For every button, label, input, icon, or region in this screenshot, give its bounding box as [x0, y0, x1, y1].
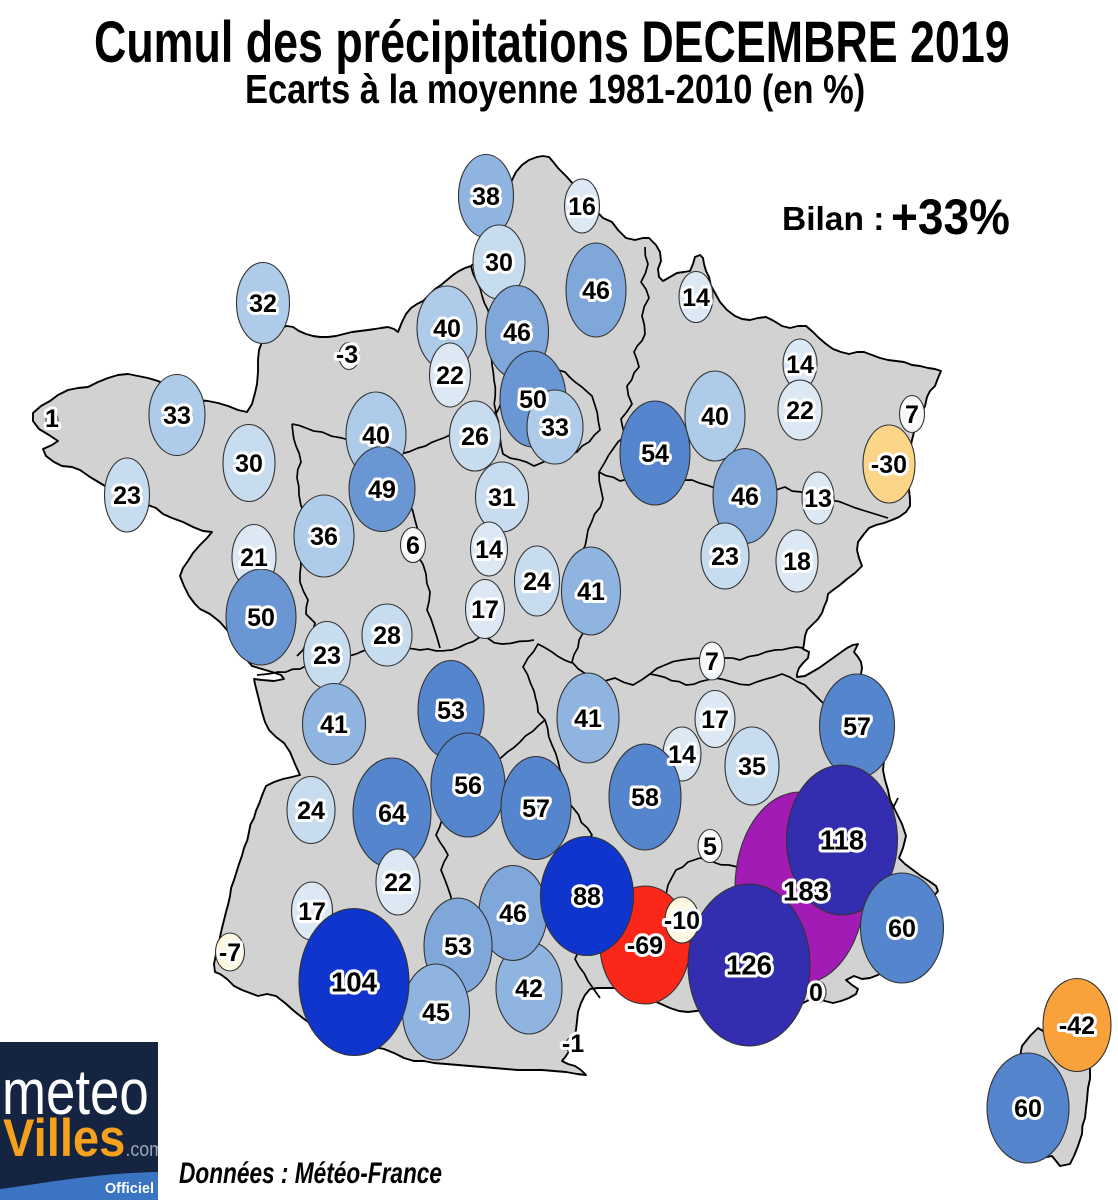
svg-text:88: 88: [573, 883, 601, 911]
svg-text:7: 7: [905, 401, 919, 429]
svg-text:-30: -30: [871, 451, 907, 479]
svg-text:53: 53: [437, 697, 465, 725]
svg-text:60: 60: [888, 915, 916, 943]
svg-text:40: 40: [433, 315, 461, 343]
svg-text:17: 17: [298, 898, 326, 926]
svg-text:28: 28: [373, 622, 401, 650]
svg-text:26: 26: [461, 423, 489, 451]
svg-text:30: 30: [485, 249, 513, 277]
svg-text:49: 49: [368, 476, 396, 504]
svg-text:7: 7: [705, 648, 719, 676]
svg-text:21: 21: [240, 544, 268, 572]
svg-text:46: 46: [503, 319, 531, 347]
svg-text:-3: -3: [336, 341, 358, 369]
svg-text:50: 50: [247, 604, 275, 632]
svg-text:14: 14: [682, 284, 710, 312]
svg-text:41: 41: [577, 578, 605, 606]
svg-text:104: 104: [331, 967, 378, 998]
svg-text:38: 38: [472, 183, 500, 211]
svg-text:45: 45: [422, 999, 450, 1027]
svg-text:41: 41: [574, 705, 602, 733]
svg-text:0: 0: [809, 979, 823, 1007]
svg-text:24: 24: [523, 568, 551, 596]
svg-text:126: 126: [726, 950, 772, 981]
svg-text:-69: -69: [627, 932, 663, 960]
svg-text:183: 183: [783, 876, 829, 907]
svg-text:64: 64: [378, 800, 406, 828]
svg-text:24: 24: [297, 797, 325, 825]
svg-text:22: 22: [436, 362, 464, 390]
svg-text:40: 40: [362, 422, 390, 450]
svg-text:17: 17: [701, 706, 729, 734]
svg-text:53: 53: [444, 933, 472, 961]
svg-text:46: 46: [731, 483, 759, 511]
svg-text:5: 5: [703, 833, 717, 861]
svg-text:33: 33: [163, 402, 191, 430]
svg-text:13: 13: [804, 485, 832, 513]
svg-text:31: 31: [488, 484, 516, 512]
svg-text:14: 14: [475, 536, 503, 564]
svg-text:6: 6: [406, 532, 420, 560]
svg-text:54: 54: [641, 440, 669, 468]
svg-text:30: 30: [235, 450, 263, 478]
svg-text:23: 23: [313, 642, 341, 670]
svg-text:118: 118: [820, 825, 864, 856]
svg-text:-1: -1: [562, 1030, 584, 1058]
svg-text:23: 23: [711, 543, 739, 571]
svg-text:46: 46: [582, 277, 610, 305]
svg-text:22: 22: [384, 869, 412, 897]
svg-text:50: 50: [519, 386, 547, 414]
svg-text:60: 60: [1014, 1095, 1042, 1123]
svg-text:40: 40: [701, 403, 729, 431]
svg-text:57: 57: [843, 713, 871, 741]
svg-text:1: 1: [45, 405, 59, 433]
svg-text:16: 16: [568, 193, 596, 221]
svg-text:56: 56: [454, 772, 482, 800]
svg-text:-10: -10: [664, 907, 700, 935]
svg-text:58: 58: [631, 784, 659, 812]
svg-text:46: 46: [499, 900, 527, 928]
svg-text:23: 23: [113, 482, 141, 510]
svg-text:18: 18: [783, 548, 811, 576]
svg-text:14: 14: [786, 351, 814, 379]
svg-text:41: 41: [320, 711, 348, 739]
svg-text:-7: -7: [219, 939, 241, 967]
svg-text:33: 33: [541, 414, 569, 442]
svg-text:57: 57: [522, 795, 550, 823]
svg-text:14: 14: [668, 741, 696, 769]
svg-text:32: 32: [249, 290, 277, 318]
svg-text:22: 22: [786, 397, 814, 425]
svg-text:-42: -42: [1059, 1012, 1095, 1040]
svg-text:35: 35: [738, 753, 766, 781]
svg-text:36: 36: [310, 523, 338, 551]
svg-text:17: 17: [471, 596, 499, 624]
svg-text:42: 42: [515, 975, 543, 1003]
